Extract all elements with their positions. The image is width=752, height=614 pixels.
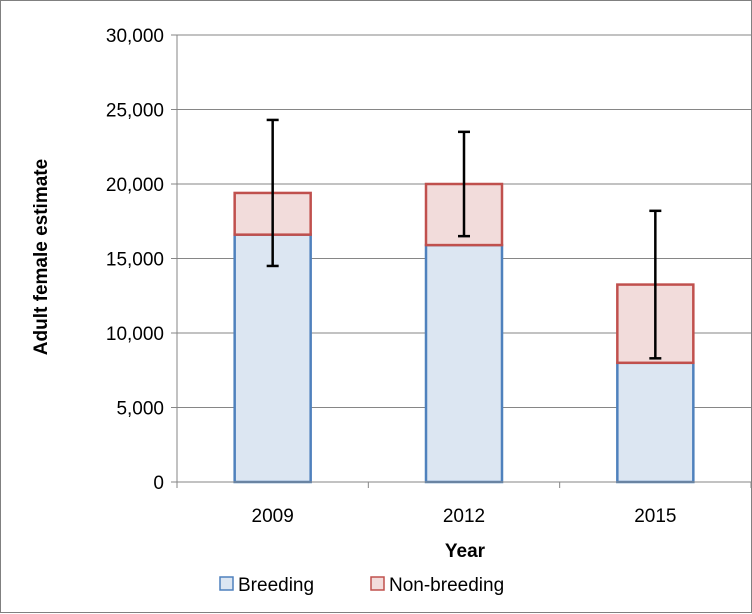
legend-swatch-breeding xyxy=(219,576,234,591)
y-tick-label: 15,000 xyxy=(106,250,164,271)
legend: Breeding Non-breeding xyxy=(219,575,504,596)
legend-swatch-non-breeding xyxy=(370,576,385,591)
axes xyxy=(171,34,752,488)
y-tick-label: 0 xyxy=(153,473,164,494)
x-tick-labels: 2009 2012 2015 xyxy=(252,506,677,527)
bar-breeding-2012 xyxy=(424,243,504,484)
x-tick-label: 2015 xyxy=(634,506,676,527)
x-tick-label: 2012 xyxy=(443,506,485,527)
y-tick-labels: 0 5,000 10,000 15,000 20,000 25,000 30,000 xyxy=(106,26,164,494)
y-tick-label: 5,000 xyxy=(116,399,164,420)
legend-label-non-breeding: Non-breeding xyxy=(389,575,504,596)
y-tick-label: 20,000 xyxy=(106,175,164,196)
x-axis-title: Year xyxy=(445,541,486,562)
y-tick-label: 25,000 xyxy=(106,101,164,122)
bar-breeding-2015 xyxy=(616,361,695,484)
bar-breeding-2009 xyxy=(233,233,312,484)
x-tick-label: 2009 xyxy=(252,506,294,527)
error-bars xyxy=(266,118,662,360)
y-tick-label: 30,000 xyxy=(106,26,164,47)
y-axis-title: Adult female estimate xyxy=(31,159,52,355)
y-tick-label: 10,000 xyxy=(106,324,164,345)
legend-label-breeding: Breeding xyxy=(238,575,314,596)
